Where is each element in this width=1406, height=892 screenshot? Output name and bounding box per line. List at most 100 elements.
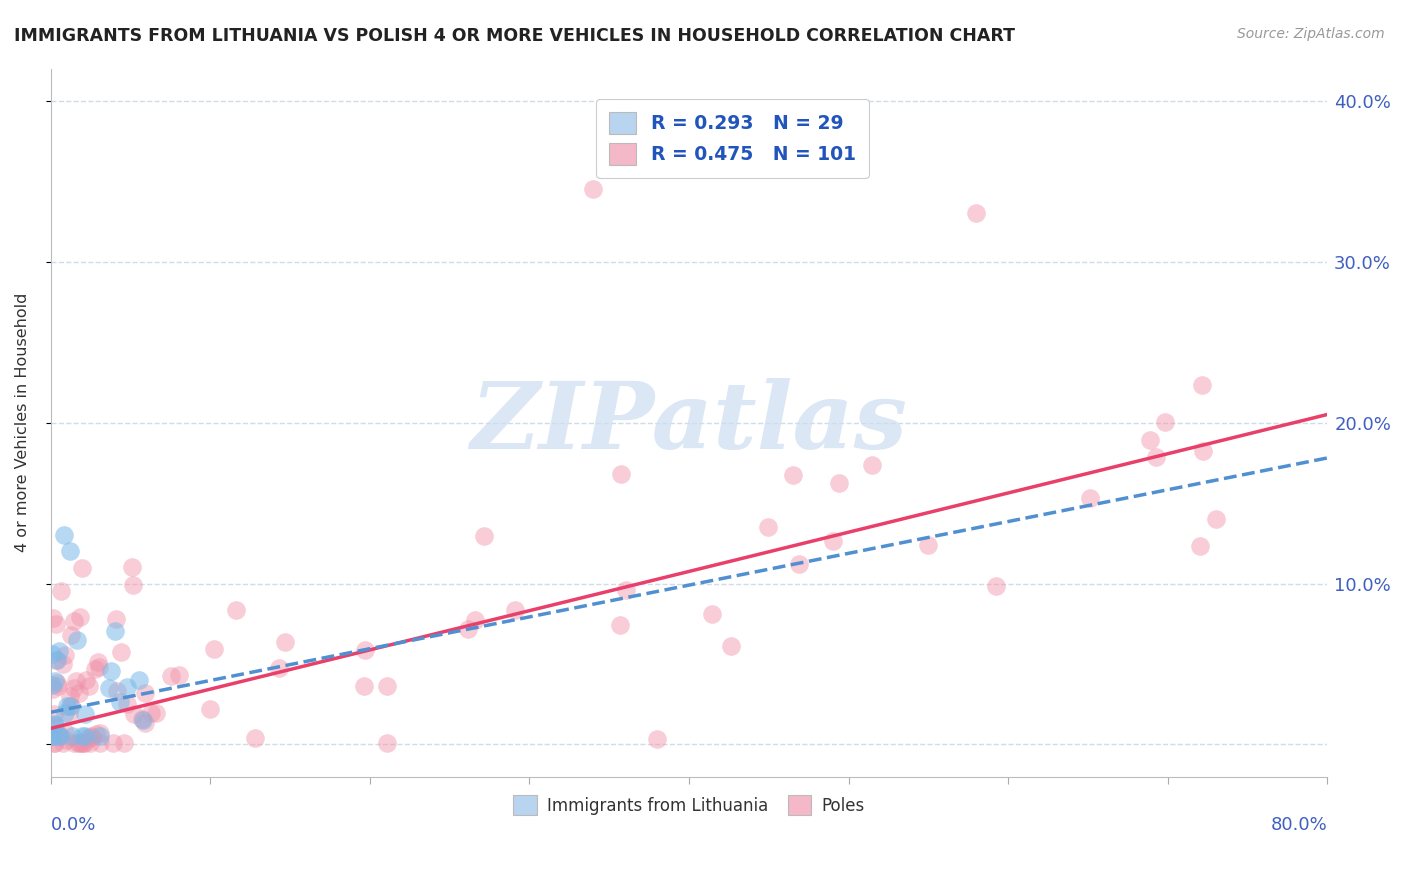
Point: [41, 647, 63, 661]
Point: [42, 736, 65, 750]
Point: [63, 736, 86, 750]
Point: [52, 528, 75, 542]
Point: [1139, 434, 1161, 448]
Point: [104, 612, 127, 626]
Point: [48, 726, 70, 740]
Point: [198, 701, 221, 715]
Point: [139, 706, 162, 720]
Point: [48, 644, 70, 658]
Point: [472, 529, 495, 543]
Point: [67, 736, 90, 750]
Point: [112, 736, 135, 750]
Point: [59, 544, 82, 558]
Point: [122, 707, 145, 722]
Point: [104, 624, 127, 638]
Text: ZIPatlas: ZIPatlas: [471, 377, 907, 467]
Point: [700, 607, 723, 621]
Point: [53, 724, 76, 739]
Point: [48, 730, 70, 744]
Point: [56, 699, 79, 714]
Point: [46, 653, 69, 667]
Text: IMMIGRANTS FROM LITHUANIA VS POLISH 4 OR MORE VEHICLES IN HOUSEHOLD CORRELATION : IMMIGRANTS FROM LITHUANIA VS POLISH 4 OR…: [14, 27, 1015, 45]
Point: [70, 730, 93, 744]
Point: [41, 681, 63, 696]
Text: Source: ZipAtlas.com: Source: ZipAtlas.com: [1237, 27, 1385, 41]
Point: [110, 645, 132, 659]
Point: [44, 736, 66, 750]
Point: [1153, 415, 1175, 429]
Point: [108, 695, 131, 709]
Point: [128, 673, 150, 688]
Point: [69, 609, 91, 624]
Point: [44, 718, 66, 732]
Point: [101, 736, 124, 750]
Point: [52, 657, 75, 672]
Point: [464, 613, 486, 627]
Point: [756, 520, 779, 534]
Point: [1078, 491, 1101, 505]
Point: [375, 679, 398, 693]
Point: [69, 736, 91, 750]
Point: [58, 707, 80, 722]
Legend: Immigrants from Lithuania, Poles: Immigrants from Lithuania, Poles: [506, 789, 872, 822]
Point: [1205, 512, 1227, 526]
Point: [44, 673, 66, 688]
Point: [75, 730, 97, 744]
Point: [202, 642, 225, 657]
Point: [87, 659, 110, 673]
Point: [69, 686, 91, 700]
Point: [42, 717, 65, 731]
Point: [55, 732, 77, 747]
Point: [115, 697, 138, 711]
Point: [121, 559, 143, 574]
Point: [46, 676, 69, 690]
Point: [86, 726, 108, 740]
Point: [69, 736, 91, 750]
Point: [97, 681, 120, 695]
Point: [65, 673, 87, 688]
Point: [160, 669, 183, 683]
Point: [72, 561, 94, 575]
Point: [167, 668, 190, 682]
Point: [80, 730, 103, 744]
Point: [720, 639, 742, 653]
Point: [73, 736, 96, 750]
Point: [77, 731, 100, 745]
Point: [53, 648, 76, 663]
Point: [827, 475, 849, 490]
Text: 0.0%: 0.0%: [51, 815, 96, 833]
Point: [582, 182, 605, 196]
Point: [131, 713, 153, 727]
Point: [60, 730, 83, 744]
Point: [59, 698, 82, 713]
Point: [115, 681, 138, 695]
Point: [269, 661, 291, 675]
Point: [73, 706, 96, 721]
Point: [79, 736, 101, 750]
Point: [41, 730, 63, 744]
Point: [782, 467, 804, 482]
Point: [41, 678, 63, 692]
Point: [134, 716, 156, 731]
Point: [225, 603, 247, 617]
Point: [63, 681, 86, 695]
Point: [46, 730, 69, 744]
Point: [100, 664, 122, 678]
Point: [80, 729, 103, 743]
Point: [89, 730, 111, 744]
Point: [121, 578, 143, 592]
Point: [84, 662, 107, 676]
Text: 80.0%: 80.0%: [1271, 815, 1327, 833]
Point: [42, 611, 65, 625]
Y-axis label: 4 or more Vehicles in Household: 4 or more Vehicles in Household: [15, 293, 30, 552]
Point: [49, 729, 72, 743]
Point: [457, 622, 479, 636]
Point: [42, 719, 65, 733]
Point: [75, 673, 97, 688]
Point: [105, 683, 128, 698]
Point: [274, 635, 297, 649]
Point: [49, 583, 72, 598]
Point: [1191, 378, 1213, 392]
Point: [353, 679, 375, 693]
Point: [131, 712, 153, 726]
